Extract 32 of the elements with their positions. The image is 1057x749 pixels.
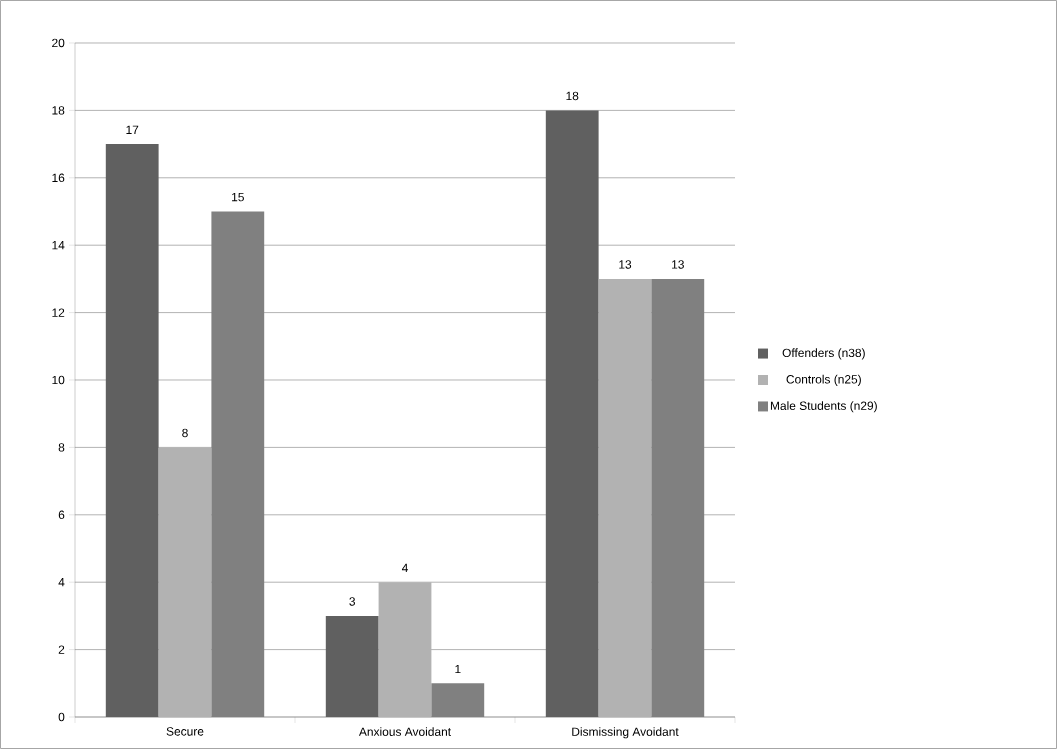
x-tick-label: Anxious Avoidant — [358, 727, 451, 736]
bar — [105, 144, 159, 717]
bar — [158, 447, 212, 717]
bar — [325, 615, 379, 717]
y-tick-label: 0 — [58, 712, 65, 722]
legend-label: Controls (n25) — [786, 374, 861, 386]
y-tick-label: 8 — [58, 443, 65, 452]
data-label: 13 — [672, 260, 684, 269]
y-tick-label: 4 — [58, 578, 65, 587]
y-tick-label: 12 — [52, 308, 65, 317]
bar — [598, 278, 652, 717]
y-tick-label: 20 — [52, 38, 65, 48]
y-tick-label: 6 — [58, 510, 65, 520]
legend-label: Male Students (n29) — [770, 401, 877, 413]
y-tick-label: 2 — [58, 645, 65, 654]
data-label: 15 — [232, 192, 244, 202]
y-tick-label: 18 — [52, 106, 65, 115]
legend-label: Offenders (n38) — [782, 348, 865, 360]
data-label: 4 — [401, 563, 408, 572]
y-tick-label: 14 — [52, 241, 65, 250]
data-label: 8 — [182, 428, 188, 438]
bar — [545, 110, 599, 717]
x-tick-label: Secure — [166, 727, 204, 736]
data-label: 3 — [349, 597, 355, 606]
data-label: 1 — [455, 664, 461, 674]
bar — [378, 582, 432, 717]
y-tick-label: 16 — [52, 173, 65, 183]
data-label: 18 — [566, 91, 579, 101]
data-label: 17 — [126, 125, 139, 134]
y-tick-label: 10 — [52, 375, 65, 385]
x-tick-label: Dismissing Avoidant — [572, 727, 679, 739]
data-label: 13 — [619, 260, 632, 269]
